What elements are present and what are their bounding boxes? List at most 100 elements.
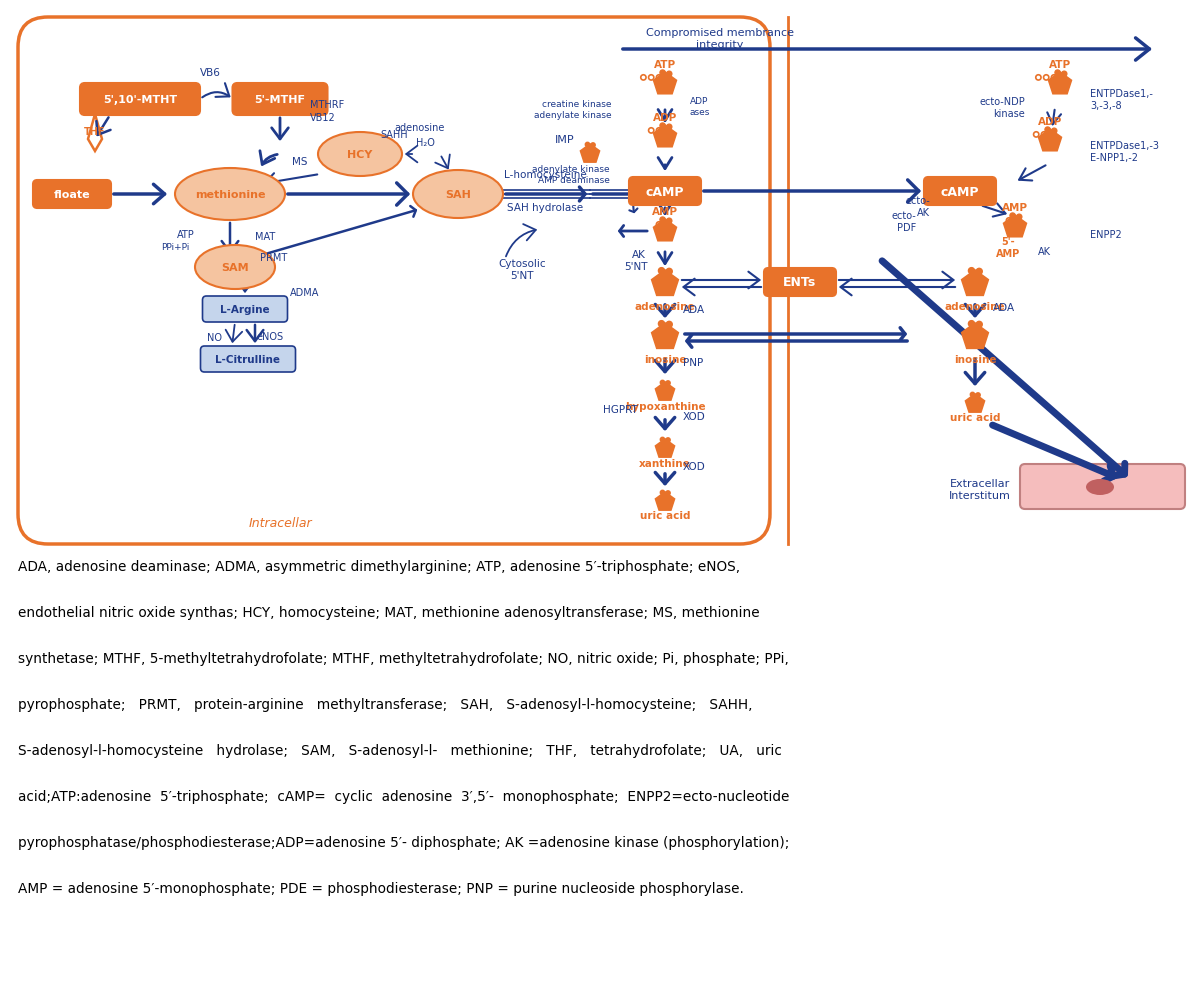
Text: THF: THF [84, 126, 106, 136]
FancyBboxPatch shape [233, 84, 328, 116]
Polygon shape [1003, 216, 1026, 238]
Text: inosine: inosine [643, 354, 686, 364]
Text: AMP: AMP [652, 207, 678, 217]
Text: IMP: IMP [556, 134, 575, 144]
Text: ADA: ADA [683, 305, 706, 315]
Circle shape [976, 393, 980, 398]
Text: eNOS: eNOS [257, 332, 283, 342]
Circle shape [968, 269, 974, 275]
FancyBboxPatch shape [764, 269, 836, 297]
Text: L-homocysteine: L-homocysteine [504, 170, 587, 180]
Ellipse shape [175, 169, 286, 221]
Circle shape [1045, 127, 1050, 133]
Text: L-Argine: L-Argine [220, 305, 270, 315]
Polygon shape [652, 271, 678, 296]
Text: adenosine: adenosine [944, 301, 1006, 311]
Text: XOD: XOD [683, 461, 706, 471]
Circle shape [590, 143, 595, 148]
Text: ADP: ADP [1038, 116, 1062, 126]
Circle shape [976, 322, 983, 328]
Circle shape [666, 125, 672, 130]
Polygon shape [581, 144, 600, 162]
Text: ENTPDase1,-3
E-NPP1,-2: ENTPDase1,-3 E-NPP1,-2 [1090, 141, 1159, 162]
Text: S-adenosyl-l-homocysteine   hydrolase;   SAM,   S-adenosyl-l-   methionine;   TH: S-adenosyl-l-homocysteine hydrolase; SAM… [18, 743, 782, 757]
Text: floate: floate [54, 190, 90, 200]
Text: AMP: AMP [1002, 203, 1028, 213]
FancyBboxPatch shape [203, 297, 288, 323]
Text: uric acid: uric acid [949, 412, 1001, 422]
Circle shape [660, 438, 665, 442]
Text: 5'-MTHF: 5'-MTHF [254, 95, 306, 105]
Polygon shape [1038, 129, 1062, 151]
Text: xanthine: xanthine [640, 458, 691, 468]
Polygon shape [654, 73, 677, 94]
Circle shape [1051, 129, 1057, 134]
Circle shape [1055, 71, 1061, 76]
Circle shape [1016, 215, 1022, 221]
Text: SAH hydrolase: SAH hydrolase [506, 203, 583, 213]
Circle shape [666, 322, 672, 328]
Text: pyrophosphatase/phosphodiesterase;ADP=adenosine 5′- diphosphate; AK =adenosine k: pyrophosphatase/phosphodiesterase;ADP=ad… [18, 835, 790, 850]
Text: ADP
ases: ADP ases [690, 97, 710, 116]
Polygon shape [1049, 73, 1072, 94]
Text: MS: MS [293, 156, 307, 166]
Text: ADP: ADP [653, 112, 677, 122]
Text: SAM: SAM [221, 263, 248, 273]
Polygon shape [961, 324, 989, 349]
Text: H₂O: H₂O [415, 137, 434, 147]
Ellipse shape [318, 132, 402, 177]
Polygon shape [655, 382, 674, 400]
Circle shape [666, 381, 671, 386]
Polygon shape [654, 220, 677, 242]
FancyBboxPatch shape [924, 178, 996, 206]
FancyBboxPatch shape [200, 347, 295, 373]
Text: Compromised membrance
integrity: Compromised membrance integrity [646, 28, 794, 49]
Text: 5'-
AMP: 5'- AMP [996, 237, 1020, 259]
Polygon shape [961, 271, 989, 296]
Text: ADMA: ADMA [290, 288, 319, 298]
Text: HGPRT: HGPRT [604, 404, 638, 414]
Text: Intracellar: Intracellar [248, 517, 312, 530]
Circle shape [666, 438, 671, 442]
Text: 5',10'-MTHT: 5',10'-MTHT [103, 95, 178, 105]
Text: synthetase; MTHF, 5-methyltetrahydrofolate; MTHF, methyltetrahydrofolate; NO, ni: synthetase; MTHF, 5-methyltetrahydrofola… [18, 651, 788, 665]
Text: endothelial nitric oxide synthas; HCY, homocysteine; MAT, methionine adenosyltra: endothelial nitric oxide synthas; HCY, h… [18, 606, 760, 620]
Circle shape [666, 269, 672, 275]
Text: NO: NO [208, 333, 222, 343]
Text: PRMT: PRMT [260, 253, 287, 263]
Text: PPi+Pi: PPi+Pi [162, 244, 190, 252]
Text: SAH: SAH [445, 190, 470, 200]
Text: AK: AK [632, 250, 646, 260]
Text: ADA, adenosine deaminase; ADMA, asymmetric dimethylarginine; ATP, adenosine 5′-t: ADA, adenosine deaminase; ADMA, asymmetr… [18, 560, 740, 574]
Circle shape [971, 393, 974, 397]
Circle shape [666, 491, 671, 495]
Circle shape [666, 219, 672, 225]
FancyBboxPatch shape [34, 181, 112, 209]
Text: acid;ATP:adenosine  5′-triphosphate;  cAMP=  cyclic  adenosine  3′,5′-  monophos: acid;ATP:adenosine 5′-triphosphate; cAMP… [18, 789, 790, 803]
Text: 5'NT: 5'NT [624, 262, 648, 272]
Text: MAT: MAT [256, 232, 275, 242]
Text: ATP: ATP [178, 230, 194, 240]
Text: ecto-
AK: ecto- AK [905, 196, 930, 218]
Text: VB12: VB12 [310, 113, 336, 123]
Text: ATP: ATP [1049, 59, 1072, 69]
Circle shape [586, 143, 589, 147]
Text: uric acid: uric acid [640, 511, 690, 521]
Text: cAMP: cAMP [941, 186, 979, 199]
Text: ENTPDase1,-
3,-3,-8: ENTPDase1,- 3,-3,-8 [1090, 89, 1153, 110]
FancyBboxPatch shape [629, 178, 701, 206]
Text: Extracellar
Interstitum: Extracellar Interstitum [949, 478, 1010, 500]
Circle shape [660, 490, 665, 495]
Text: VB6: VB6 [199, 68, 221, 78]
Circle shape [660, 381, 665, 385]
Text: ATP: ATP [654, 59, 676, 69]
Text: ENTs: ENTs [784, 276, 817, 289]
Circle shape [1010, 214, 1015, 219]
Text: XOD: XOD [683, 411, 706, 421]
Text: creatine kinase
adenylate kinase: creatine kinase adenylate kinase [534, 100, 612, 119]
Text: MTHRF: MTHRF [310, 100, 344, 110]
Text: AMP = adenosine 5′-monophosphate; PDE = phosphodiesterase; PNP = purine nucleosi: AMP = adenosine 5′-monophosphate; PDE = … [18, 881, 744, 895]
Text: L-Citrulline: L-Citrulline [216, 355, 281, 365]
Text: ENPP2: ENPP2 [1090, 230, 1122, 240]
Circle shape [660, 123, 665, 129]
